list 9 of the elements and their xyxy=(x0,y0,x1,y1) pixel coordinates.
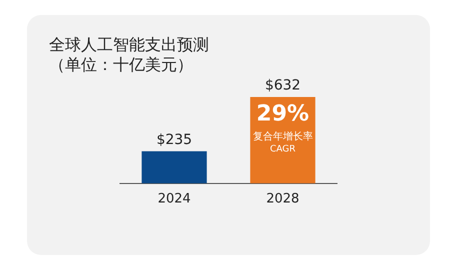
annotation: 29% xyxy=(256,102,310,127)
data-label: $235 xyxy=(156,132,192,148)
annotation: CAGR xyxy=(270,144,296,154)
annotation: 复合年增长率 xyxy=(252,130,313,143)
data-label: $632 xyxy=(264,78,301,94)
chart-title: 全球人工智能支出预测 xyxy=(49,35,209,55)
x-tick-label: 2028 xyxy=(266,192,300,207)
chart-subtitle: （单位：十亿美元） xyxy=(49,55,194,75)
x-tick-label: 2024 xyxy=(158,192,191,207)
